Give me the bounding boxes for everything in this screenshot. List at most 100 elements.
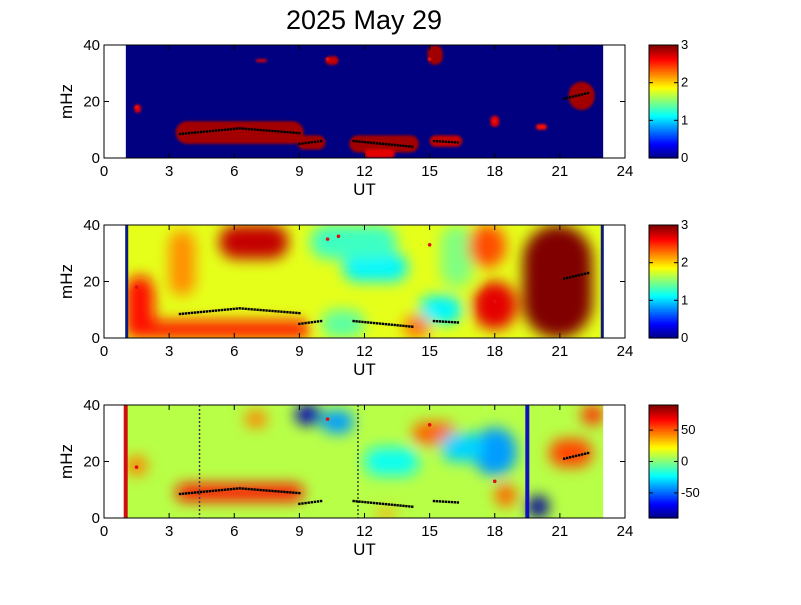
trace-marker xyxy=(265,309,268,312)
trace-marker xyxy=(580,273,584,276)
trace-marker xyxy=(384,142,388,146)
trace-marker xyxy=(205,310,209,313)
trace-marker xyxy=(232,127,235,131)
trace-marker xyxy=(307,141,310,144)
colorbar-cell xyxy=(649,415,678,418)
colorbar-cell xyxy=(649,442,678,445)
trace-marker xyxy=(202,490,206,493)
trace-marker xyxy=(456,321,460,324)
colorbar-cell xyxy=(649,318,678,321)
trace-marker xyxy=(456,501,460,504)
colorbar-cell xyxy=(649,145,678,149)
colorbar-cell xyxy=(649,147,678,150)
trace-marker xyxy=(229,307,232,311)
trace-marker xyxy=(241,307,244,310)
y-tick-label: 0 xyxy=(92,510,100,527)
trace-marker xyxy=(411,505,414,508)
trace-marker xyxy=(229,487,232,491)
colorbar-cell xyxy=(649,228,678,231)
colorbar-cell xyxy=(649,122,678,126)
y-axis-label: mHz xyxy=(57,264,76,299)
trace-marker xyxy=(238,127,241,130)
x-axis-label: UT xyxy=(353,540,376,559)
trace-marker xyxy=(307,501,310,504)
trace-marker xyxy=(277,490,280,493)
trace-marker xyxy=(298,502,301,506)
trace-marker xyxy=(247,307,250,311)
figure-title: 2025 May 29 xyxy=(286,5,442,35)
trace-marker xyxy=(271,129,274,133)
heatmap-blob xyxy=(169,230,196,296)
colorbar-cell xyxy=(649,239,678,242)
colorbar-cell xyxy=(649,449,678,452)
trace-marker xyxy=(298,142,301,146)
trace-marker xyxy=(370,141,373,144)
colorbar-cell xyxy=(649,267,678,270)
colorbar-cell xyxy=(649,97,678,101)
colorbar-cell xyxy=(649,281,678,284)
colorbar-cell xyxy=(649,89,678,92)
colorbar-cell xyxy=(649,83,678,87)
colorbar-cell xyxy=(649,249,678,253)
trace-marker xyxy=(444,140,448,143)
heatmap-blob xyxy=(321,410,354,434)
colorbar-cell xyxy=(649,50,678,53)
colorbar-cell xyxy=(649,288,678,291)
trace-marker xyxy=(402,504,405,508)
trace-marker xyxy=(361,500,364,504)
colorbar-cell xyxy=(649,67,678,71)
colorbar-frame xyxy=(648,44,679,159)
x-tick-label: 12 xyxy=(356,163,373,180)
trace-marker xyxy=(378,322,382,325)
trace-marker xyxy=(211,309,215,313)
colorbar-cell xyxy=(649,503,678,507)
colorbar-cell xyxy=(649,332,678,336)
trace-marker xyxy=(447,140,451,144)
colorbar-cell xyxy=(649,475,678,478)
x-tick-label: 21 xyxy=(552,523,569,540)
colorbar-cell xyxy=(649,447,678,450)
trace-marker xyxy=(214,309,217,312)
trace-marker xyxy=(586,91,590,95)
trace-marker xyxy=(247,487,250,491)
colorbar: 0 1 2 3 xyxy=(648,217,688,345)
trace-marker xyxy=(402,324,405,328)
trace-marker xyxy=(456,141,460,144)
trace-marker xyxy=(247,127,250,131)
heatmap-blobs xyxy=(125,225,593,338)
x-tick-label: 0 xyxy=(100,523,108,540)
trace-marker xyxy=(310,141,313,144)
x-tick-label: 0 xyxy=(100,163,108,180)
trace-marker xyxy=(372,501,376,505)
trace-marker xyxy=(178,312,182,316)
colorbar-cell xyxy=(649,293,678,297)
colorbar-tick-label: -50 xyxy=(681,485,700,500)
colorbar-cell xyxy=(649,412,678,415)
colorbar-cell xyxy=(649,133,678,136)
colorbar-cell xyxy=(649,315,678,318)
trace-marker xyxy=(295,131,298,135)
colorbar-cell xyxy=(649,258,678,261)
x-tick-label: 15 xyxy=(421,523,438,540)
trace-marker xyxy=(298,491,301,495)
trace-marker xyxy=(283,310,286,314)
trace-marker xyxy=(444,320,448,323)
colorbar-cell xyxy=(649,277,678,281)
trace-marker xyxy=(268,309,271,312)
trace-marker xyxy=(244,487,247,491)
trace-marker xyxy=(202,310,206,313)
colorbar-cell xyxy=(649,276,678,279)
colorbar-cell xyxy=(649,299,678,302)
colorbar-cell xyxy=(649,110,678,113)
trace-marker xyxy=(396,504,399,507)
trace-marker xyxy=(566,276,569,280)
colorbar-cell xyxy=(649,272,678,276)
colorbar-cell xyxy=(649,512,678,516)
colorbar-cell xyxy=(649,119,678,122)
colorbar-cell xyxy=(649,76,678,80)
trace-marker xyxy=(238,487,241,490)
colorbar-cell xyxy=(649,468,678,471)
peak-marker xyxy=(427,57,432,61)
colorbar-tick-label: 1 xyxy=(681,292,688,307)
trace-marker xyxy=(313,140,317,144)
